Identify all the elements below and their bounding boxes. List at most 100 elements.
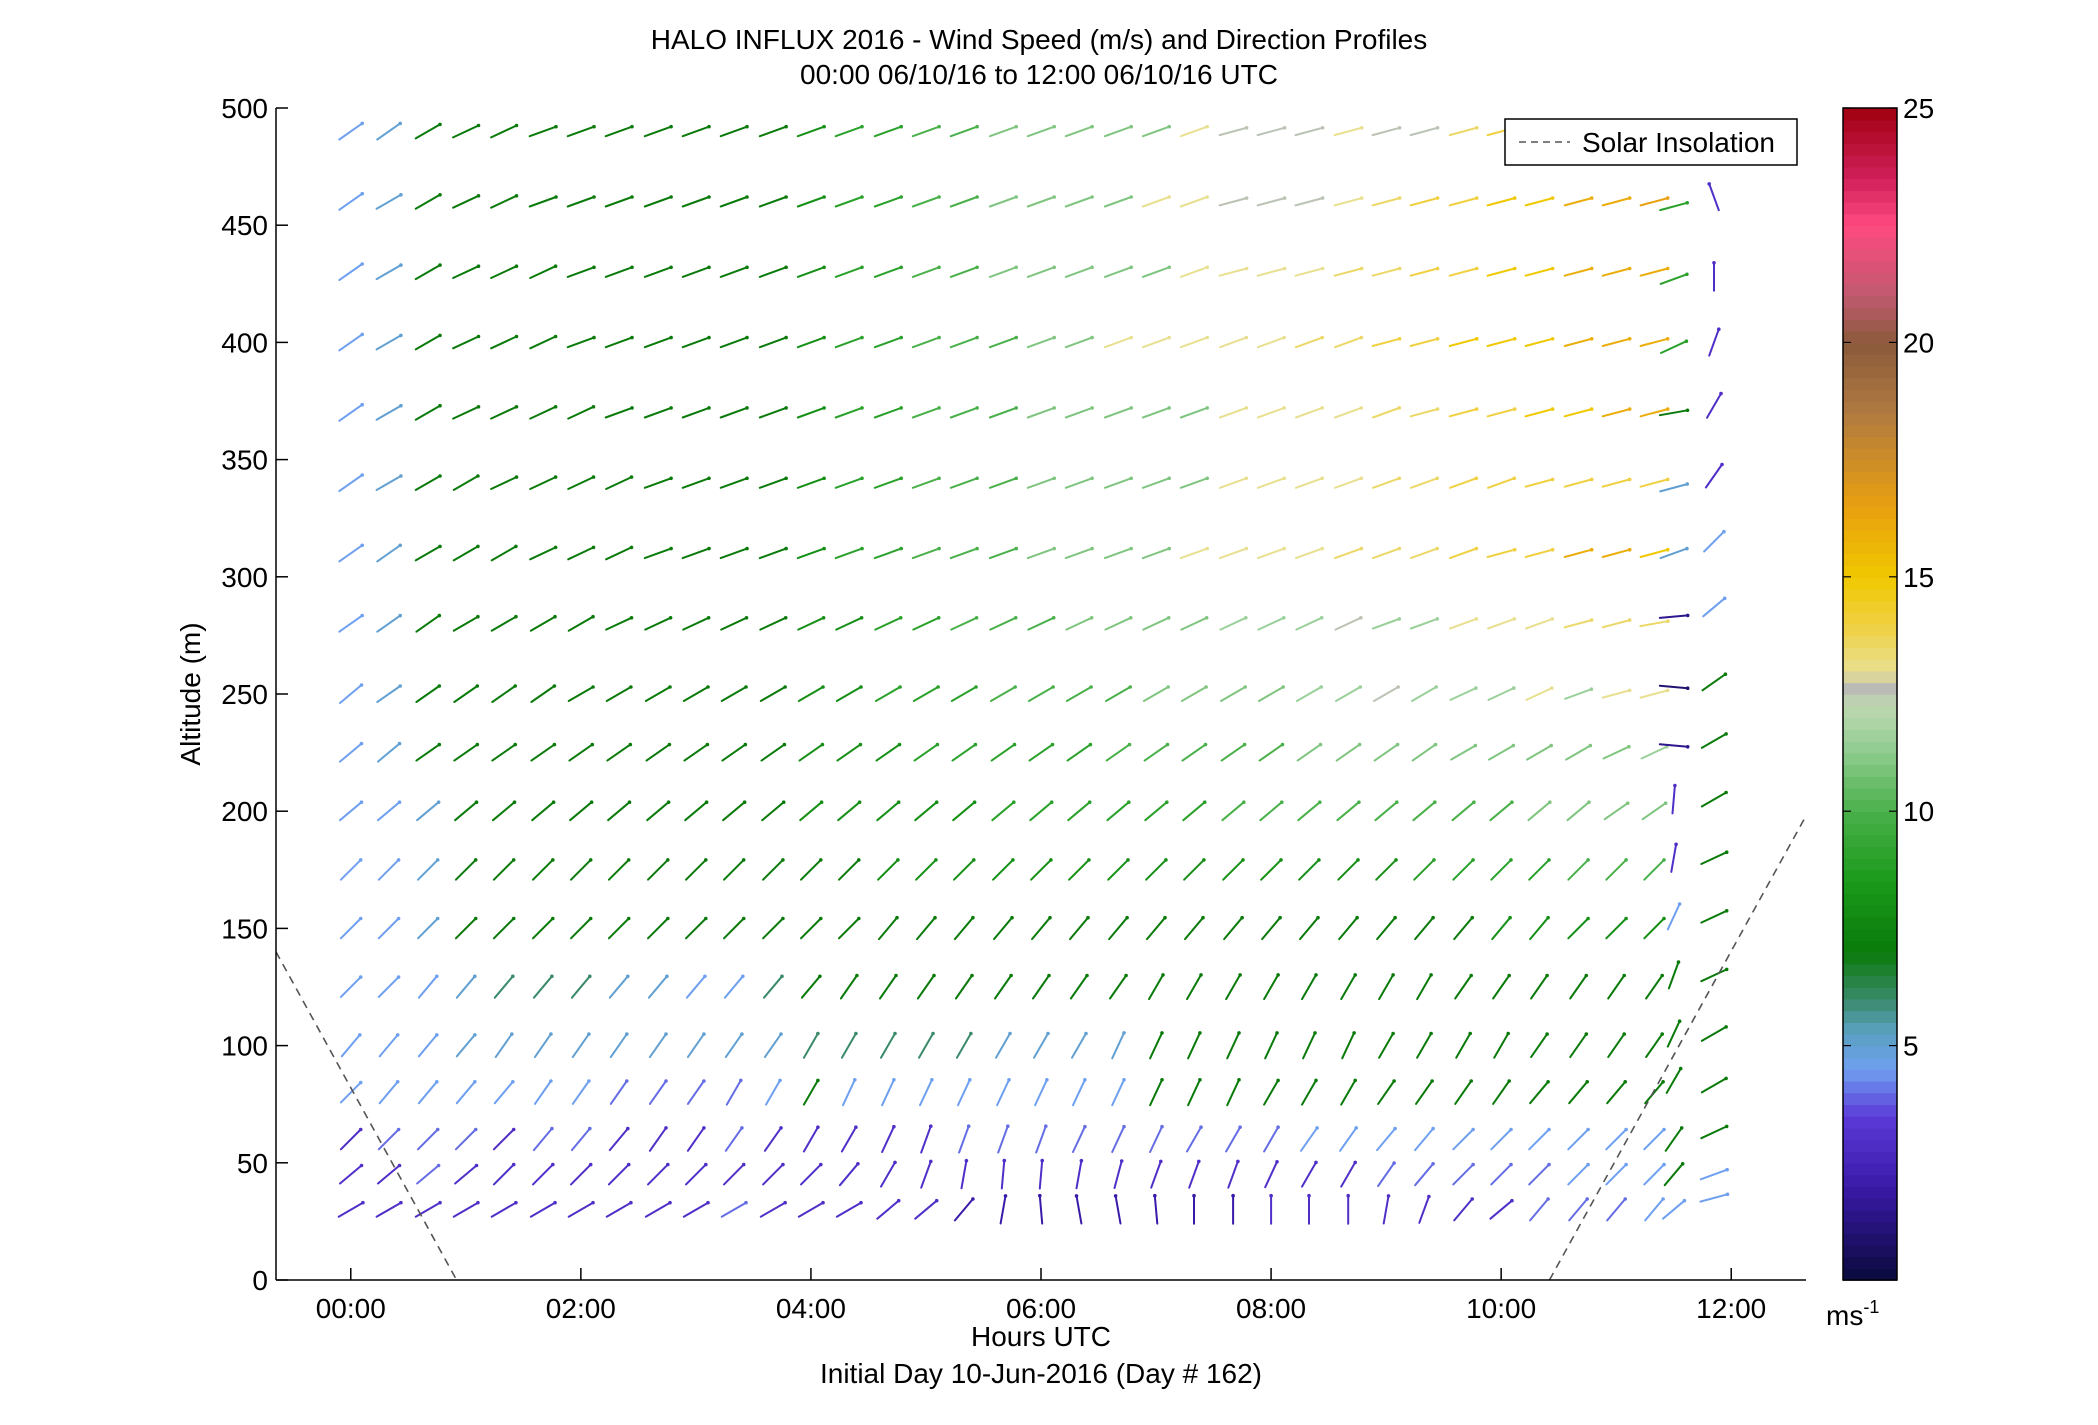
wind-barb [834, 547, 863, 560]
wind-barb [838, 1162, 859, 1187]
wind-barb-tip [1627, 744, 1631, 749]
wind-barb-tip [1508, 915, 1512, 920]
wind-barb [1256, 126, 1286, 137]
wind-barb-tip [1432, 858, 1436, 862]
wind-barb [721, 743, 747, 762]
wind-barb [1563, 548, 1593, 558]
wind-barb-tip [474, 1163, 479, 1168]
wind-barb [911, 125, 941, 138]
wind-barb-tip [438, 263, 442, 267]
wind-barb-tip [1346, 1193, 1350, 1198]
wind-barb-tip [783, 616, 788, 620]
wind-barb [1141, 125, 1171, 138]
colorbar-band [1843, 365, 1897, 379]
wind-barb [1339, 1126, 1358, 1152]
wind-barb [1413, 858, 1435, 881]
wind-barb-tip [1003, 1194, 1008, 1198]
wind-barb [911, 406, 941, 419]
wind-barb-tip [1660, 973, 1664, 978]
colorbar-band [1843, 1162, 1897, 1176]
wind-barb [1659, 201, 1689, 212]
wind-barb [719, 547, 748, 560]
wind-barb-tip [1474, 686, 1478, 690]
wind-barb-tip [971, 1197, 975, 1201]
wind-barb-tip [554, 195, 558, 199]
wind-barb-tip [893, 1160, 897, 1165]
wind-barb [646, 801, 670, 822]
wind-barb [1563, 619, 1593, 629]
wind-barb [1530, 974, 1549, 1000]
wind-barb [1258, 743, 1284, 762]
wind-barb [1105, 686, 1132, 702]
colorbar-band [1843, 389, 1897, 402]
colorbar-band [1843, 272, 1897, 285]
wind-barb-tip [702, 1079, 706, 1083]
wind-barb-tip [1722, 529, 1726, 534]
wind-barb-tip [361, 1200, 365, 1205]
wind-barb-tip [1320, 196, 1325, 200]
wind-barb-tip [860, 124, 864, 129]
colorbar-band [1843, 377, 1897, 391]
wind-barb-tip [1674, 842, 1678, 847]
wind-barb-tip [1673, 783, 1677, 788]
wind-barb-tip [936, 616, 941, 620]
wind-barb [1529, 1080, 1550, 1105]
wind-barb [719, 196, 748, 208]
wind-barb [1035, 1125, 1047, 1154]
wind-barb [685, 975, 706, 999]
wind-barb [1659, 483, 1689, 493]
wind-barb-tip [476, 474, 480, 478]
wind-barb-tip [1319, 685, 1323, 689]
wind-barb-tip [1724, 909, 1729, 913]
wind-barb-tip [1512, 617, 1517, 621]
wind-barb [960, 1159, 968, 1190]
colorbar-band [1843, 307, 1897, 320]
wind-barb-tip [1244, 406, 1249, 410]
wind-barb-tip [1014, 335, 1018, 340]
wind-barb-tip [592, 335, 596, 340]
wind-barb-tip [1359, 546, 1364, 551]
wind-barb [1260, 858, 1282, 881]
wind-barb [839, 974, 858, 1000]
wind-barb [1643, 917, 1665, 940]
wind-barb-tip [1014, 124, 1018, 129]
colorbar-band [1843, 529, 1897, 543]
wind-barb [1378, 1032, 1395, 1059]
wind-barb-tip [975, 406, 979, 410]
wind-barb-tip [1589, 266, 1594, 271]
wind-barb-tip [857, 800, 862, 804]
wind-barb-tip [822, 124, 826, 129]
colorbar-band [1843, 119, 1897, 133]
colorbar-band [1843, 1244, 1897, 1258]
wind-barb [989, 686, 1017, 702]
wind-barb [607, 1163, 630, 1186]
wind-barb-tip [895, 915, 899, 920]
wind-barb [531, 801, 555, 822]
colorbar-band [1843, 108, 1897, 121]
wind-barb [644, 616, 672, 631]
wind-barb-tip [1318, 742, 1323, 747]
wind-barb-tip [1433, 800, 1437, 804]
wind-barb [834, 125, 863, 138]
wind-barb-tip [1051, 616, 1056, 620]
wind-barb [1529, 1198, 1550, 1222]
wind-barb-tip [1012, 800, 1016, 804]
wind-barb [1298, 858, 1320, 881]
wind-barb-tip [860, 265, 864, 270]
wind-barb [1334, 406, 1363, 419]
wind-barb [1372, 406, 1401, 419]
wind-barb-tip [744, 616, 749, 620]
wind-barb-tip [1276, 1125, 1280, 1129]
wind-barb [1665, 1067, 1682, 1094]
wind-barb-tip [1589, 547, 1594, 552]
wind-barb-tip [1243, 685, 1247, 689]
colorbar-band [1843, 694, 1897, 707]
wind-barb [762, 917, 784, 940]
wind-barb-tip [1122, 1031, 1126, 1035]
wind-barb-tip [1724, 850, 1729, 854]
wind-barb [1373, 686, 1400, 702]
wind-barb-tip [1316, 915, 1320, 920]
wind-barb [377, 742, 401, 763]
wind-barb [988, 125, 1018, 138]
wind-barb [1148, 973, 1164, 1001]
